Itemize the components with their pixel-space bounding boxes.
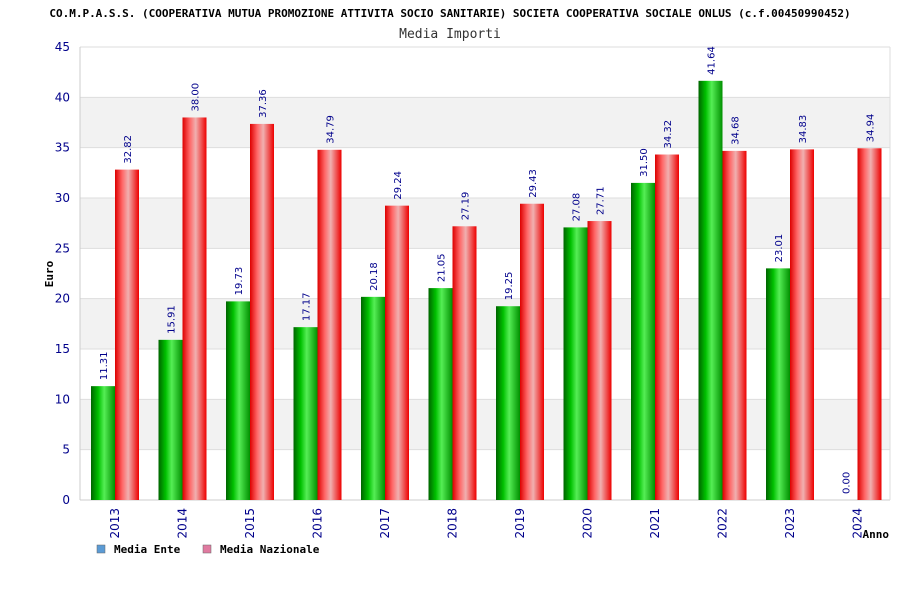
bar-media-ente [361,296,385,500]
chart-title: CO.M.P.A.S.S. (COOPERATIVA MUTUA PROMOZI… [49,7,850,20]
value-label: 27.71 [596,186,607,215]
value-label: 15.91 [167,305,178,334]
value-label: 34.83 [798,115,809,144]
value-label: 34.32 [663,120,674,149]
value-labels-group: 11.31 32.82 15.91 38.00 19.73 37.36 17.17 34.79… [99,46,877,494]
value-label: 32.82 [123,135,134,164]
value-label: 0.00 [842,472,853,494]
bar-media-nazionale [520,203,544,500]
grid-band [80,198,890,249]
value-label: 21.05 [437,253,448,282]
value-label: 11.31 [99,352,110,381]
y-tick-label: 40 [55,90,70,104]
x-tick-label: 2018 [446,508,460,539]
bar-media-nazionale [857,148,882,500]
grid-lines [79,46,891,501]
value-label: 27.19 [461,192,472,221]
grid-band [80,399,890,450]
legend-swatch [96,544,106,554]
x-tick-label: 2022 [716,508,730,539]
bars-group [91,80,882,501]
bar-media-ente [563,227,588,501]
x-tick-label: 2021 [648,508,662,539]
y-tick-label: 0 [62,493,70,507]
bar-media-ente [293,327,318,500]
value-label: 19.73 [234,267,245,296]
x-tick-label: 2016 [311,508,325,539]
x-tick-label: 2015 [243,508,257,539]
legend-label: Media Nazionale [220,543,320,556]
value-label: 34.79 [326,115,337,144]
y-tick-label: 5 [62,443,70,457]
x-tick-label: 2013 [108,508,122,539]
y-tick-label: 30 [55,191,70,205]
value-label: 17.17 [302,293,313,322]
legend-swatch [202,544,212,554]
value-label: 29.24 [393,171,404,200]
grid-band [80,298,890,349]
bar-media-ente [496,306,520,500]
bar-media-ente [158,339,183,500]
x-tick-label: 2020 [581,508,595,539]
bar-media-nazionale [250,123,274,500]
value-label: 27.08 [572,193,583,222]
bar-media-nazionale [790,149,814,501]
value-label: 19.25 [504,272,515,301]
value-label: 20.18 [369,262,380,291]
x-axis-ticks: 2013 2014 2015 2016 2017 2018 2019 2020 2021 2022… [108,508,865,539]
bar-media-nazionale [452,226,477,500]
y-axis-label: Euro [43,260,56,287]
bar-media-ente [91,386,115,500]
bar-media-nazionale [115,169,139,500]
x-tick-label: 2017 [378,508,392,539]
bar-media-ente [631,182,655,500]
value-label: 31.50 [639,148,650,177]
bar-media-nazionale [317,149,342,500]
bar-media-nazionale [385,205,409,500]
value-label: 37.36 [258,89,269,118]
y-tick-label: 15 [55,342,70,356]
x-tick-label: 2024 [851,508,865,539]
value-label: 29.43 [528,169,539,198]
bar-media-ente [428,288,453,500]
bar-media-nazionale [182,117,207,500]
value-label: 23.01 [774,234,785,263]
bar-media-nazionale [655,154,679,500]
y-tick-label: 20 [55,292,70,306]
bar-media-nazionale [722,150,747,500]
bar-media-ente [226,301,250,500]
legend: Media Ente Media Nazionale [96,543,320,556]
grid-band [80,97,890,148]
y-tick-label: 45 [55,40,70,54]
value-label: 38.00 [191,83,202,112]
bar-media-ente [698,80,723,500]
x-tick-label: 2014 [176,508,190,539]
value-label: 41.64 [707,46,718,75]
value-label: 34.94 [866,114,877,143]
chart-subtitle: Media Importi [399,27,501,42]
legend-label: Media Ente [114,543,181,556]
y-tick-label: 10 [55,392,70,406]
y-tick-label: 25 [55,241,70,255]
value-label: 34.68 [731,116,742,145]
y-tick-label: 35 [55,141,70,155]
bar-media-ente [766,268,790,500]
x-tick-label: 2023 [783,508,797,539]
bar-media-nazionale [587,221,612,500]
x-tick-label: 2019 [513,508,527,539]
y-axis-ticks: 0 5 10 15 20 25 30 35 40 45 [55,40,70,507]
x-axis-label: Anno [863,528,890,541]
plot-background [80,47,890,500]
